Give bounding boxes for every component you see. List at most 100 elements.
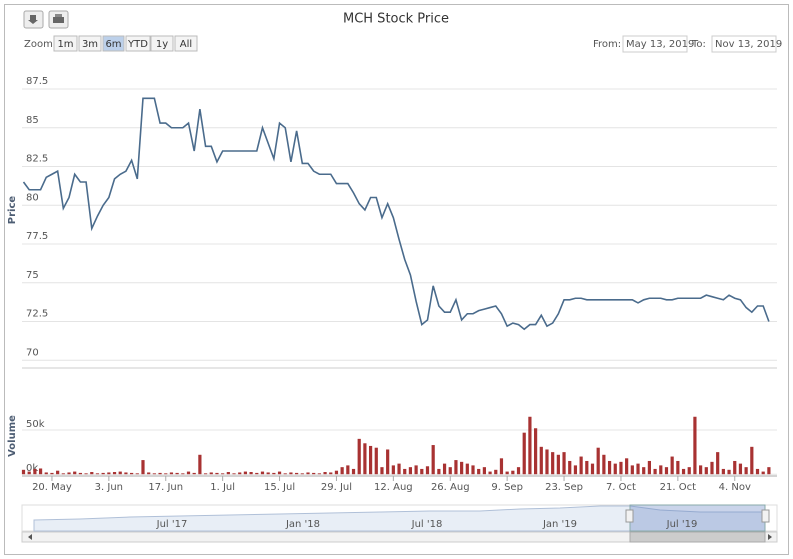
y-tick-label: 80 <box>26 192 39 203</box>
volume-bar <box>306 472 310 475</box>
volume-bar <box>590 463 595 475</box>
volume-bar <box>209 472 213 475</box>
range-button[interactable]: YTD <box>125 35 151 52</box>
volume-bar <box>613 463 617 475</box>
to-input[interactable] <box>711 35 777 53</box>
price-line <box>22 97 770 331</box>
chart-title: MCH Stock Price <box>343 12 449 27</box>
volume-bar <box>169 472 174 475</box>
volume-bar <box>295 472 299 475</box>
to-value: Nov 13, 2019 <box>715 39 782 50</box>
from-input[interactable] <box>622 35 688 53</box>
x-tick-label: 20. May <box>32 482 72 493</box>
navigator[interactable] <box>21 504 778 532</box>
button-label[interactable]: YTD <box>127 39 148 50</box>
y-tick-label: 70 <box>26 347 39 358</box>
y2-tick-label: 0k <box>26 463 38 474</box>
volume-bar <box>545 449 549 475</box>
range-button[interactable]: 3m <box>78 35 102 52</box>
volume-bar <box>733 460 737 475</box>
x-tick-label: 1. Jul <box>210 482 235 493</box>
from-label: From: <box>593 39 621 50</box>
volume-bar <box>699 465 703 475</box>
volume-bar <box>340 467 344 475</box>
volume-bar <box>346 465 350 475</box>
scrollbar[interactable] <box>21 531 778 543</box>
volume-bar <box>602 454 606 475</box>
volume-bar <box>647 460 651 475</box>
volume-bar <box>425 466 430 475</box>
volume-bar <box>573 465 578 475</box>
volume-bar <box>135 473 139 475</box>
volume-bar <box>494 469 498 475</box>
button-label[interactable]: 6m <box>105 39 121 50</box>
volume-bar <box>482 467 486 475</box>
range-button[interactable]: 1y <box>150 35 174 52</box>
volume-bar <box>448 467 452 475</box>
volume-bar <box>465 463 469 475</box>
volume-bar <box>380 467 384 475</box>
volume-bar <box>255 472 259 475</box>
volume-bar <box>607 460 612 475</box>
volume-bar <box>579 456 583 475</box>
volume-bar <box>232 473 236 475</box>
y-tick-label: 87.5 <box>26 76 48 87</box>
volume-bar <box>727 469 731 475</box>
y-tick-label: 82.5 <box>26 154 48 165</box>
volume-bar <box>721 468 725 475</box>
volume-bar <box>704 467 708 475</box>
range-button[interactable]: 1m <box>53 35 78 52</box>
x-tick-label: 4. Nov <box>719 482 751 493</box>
volume-bar <box>317 473 321 475</box>
button-bg[interactable] <box>174 35 198 52</box>
button-label[interactable]: All <box>180 39 192 50</box>
volume-bar <box>664 467 669 475</box>
navigator-label: Jan '19 <box>542 519 577 530</box>
volume-bar <box>363 443 367 475</box>
button-bg[interactable] <box>78 35 102 52</box>
volume-bar <box>693 416 697 475</box>
volume-bar <box>767 467 771 475</box>
button-bg[interactable] <box>125 35 151 52</box>
volume-bar <box>368 445 373 475</box>
volume-bar <box>670 456 674 475</box>
volume-bar <box>289 472 293 475</box>
volume-bar <box>619 461 623 475</box>
volume-bar <box>56 470 60 475</box>
volume-bar <box>107 472 111 475</box>
volume-bar <box>539 446 543 475</box>
volume-bar <box>221 473 225 475</box>
y-tick-label: 75 <box>26 270 39 281</box>
button-bg[interactable] <box>53 35 78 52</box>
volume-bar <box>238 472 242 475</box>
button-label[interactable]: 3m <box>82 39 98 50</box>
button-bg[interactable] <box>150 35 174 52</box>
volume-bar <box>744 467 748 475</box>
volume-bar <box>203 473 208 475</box>
y2-axis-title: Volume <box>7 415 18 457</box>
range-button[interactable]: All <box>174 35 198 52</box>
button-bg[interactable] <box>102 35 125 52</box>
volume-bar <box>283 473 287 475</box>
volume-bar <box>112 472 117 475</box>
button-label[interactable]: 1y <box>156 39 168 50</box>
volume-bar <box>323 472 327 475</box>
volume-bar <box>277 471 282 475</box>
volume-bar <box>403 468 407 475</box>
volume-bar <box>266 472 270 475</box>
range-button[interactable]: 6m <box>102 35 125 52</box>
export-icons[interactable] <box>23 10 69 29</box>
volume-bar <box>101 472 105 475</box>
volume-bar <box>260 471 265 475</box>
button-label[interactable]: 1m <box>57 39 73 50</box>
volume-bar <box>61 473 65 475</box>
volume-bar <box>653 468 657 475</box>
volume-bar <box>585 460 589 475</box>
volume-bar <box>442 463 447 475</box>
volume-bar <box>625 458 629 475</box>
volume-bar <box>27 471 31 475</box>
volume-bar <box>755 468 760 475</box>
volume-bar <box>761 471 765 475</box>
volume-bar <box>397 463 401 475</box>
volume-bar <box>460 461 464 475</box>
